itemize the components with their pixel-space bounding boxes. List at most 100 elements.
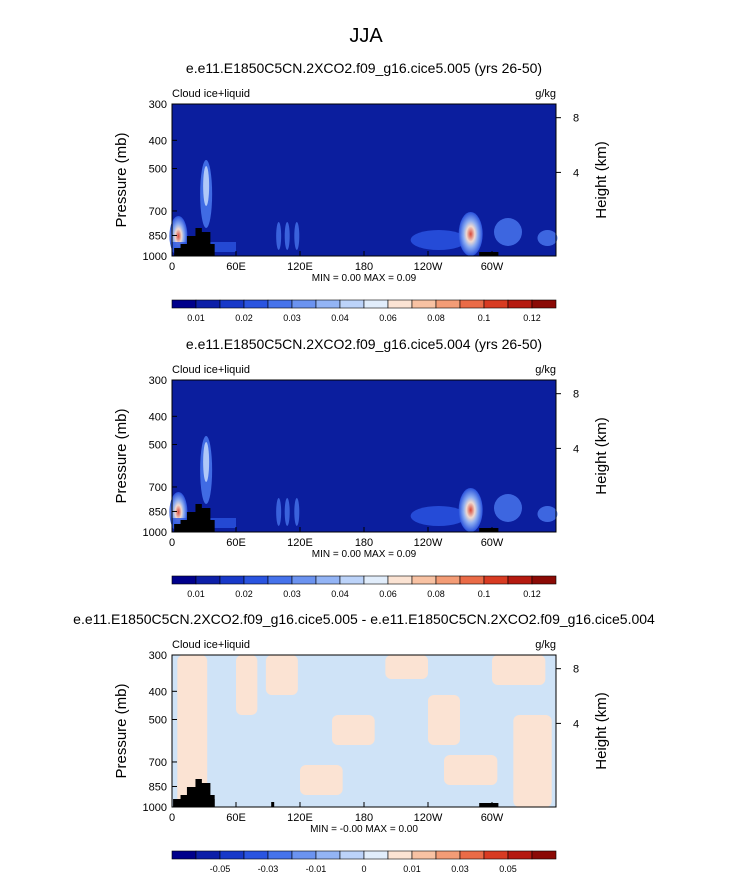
colorbar-swatch — [219, 575, 245, 585]
cloud-layer — [494, 218, 522, 246]
x-tick-label: 60E — [226, 812, 246, 824]
colorbar-swatch — [219, 850, 245, 860]
land-mask — [173, 799, 215, 807]
colorbar-label: 0.08 — [427, 589, 445, 599]
units-label: g/kg — [535, 639, 556, 651]
colorbar-swatch — [435, 575, 461, 585]
variable-label: Cloud ice+liquid — [172, 88, 250, 100]
x-tick-label: 0 — [169, 261, 175, 273]
colorbar-swatch — [459, 299, 485, 309]
cloud-layer — [410, 506, 467, 526]
x-tick-label: 120E — [287, 812, 313, 824]
x-tick-label: 180 — [355, 812, 373, 824]
x-tick-label: 0 — [169, 537, 175, 549]
x-tick-label: 120E — [287, 261, 313, 273]
y-tick-label: 700 — [149, 482, 167, 494]
colorbar-swatch — [171, 575, 197, 585]
colorbar-swatch — [531, 850, 557, 860]
right-tick-label: 8 — [573, 389, 579, 401]
x-tick-label: 60E — [226, 537, 246, 549]
colorbar-label: 0.02 — [235, 313, 253, 323]
colorbar-swatch — [531, 575, 557, 585]
colorbar-swatch — [507, 850, 533, 860]
colorbar-swatch — [315, 850, 341, 860]
colorbar-swatch — [435, 850, 461, 860]
x-tick-label: 180 — [355, 261, 373, 273]
colorbar-swatch — [531, 299, 557, 309]
colorbar-swatch — [459, 575, 485, 585]
right-axis-label: Height (km) — [593, 141, 610, 219]
colorbar-label: -0.01 — [306, 864, 327, 872]
x-tick-label: 180 — [355, 537, 373, 549]
cloud-streak — [294, 222, 300, 250]
x-tick-label: 120W — [414, 261, 443, 273]
right-axis-label: Height (km) — [593, 417, 610, 495]
colorbar-label: 0.02 — [235, 589, 253, 599]
cloud-streak — [284, 222, 290, 250]
min-max-stats: MIN = -0.00 MAX = 0.00 — [310, 824, 418, 835]
colorbar-label: 0.12 — [523, 589, 541, 599]
x-tick-label: 60W — [481, 812, 504, 824]
colorbar-swatch — [243, 575, 269, 585]
page-title: JJA — [349, 25, 383, 47]
positive-difference-region — [428, 695, 460, 745]
colorbar-swatch — [339, 575, 365, 585]
positive-difference-region — [385, 655, 428, 679]
colorbar-swatch — [387, 850, 413, 860]
y-tick-label: 300 — [149, 99, 167, 111]
colorbar-label: 0.01 — [187, 589, 205, 599]
colorbar-swatch — [291, 850, 317, 860]
x-tick-label: 120W — [414, 537, 443, 549]
y-tick-label: 500 — [149, 439, 167, 451]
colorbar-swatch — [411, 299, 437, 309]
colorbar-swatch — [411, 850, 437, 860]
colorbar-swatch — [315, 299, 341, 309]
colorbar-swatch — [483, 850, 509, 860]
colorbar-swatch — [171, 299, 197, 309]
panel-title: e.e11.E1850C5CN.2XCO2.f09_g16.cice5.004 … — [186, 336, 542, 352]
cloud-streak — [276, 498, 282, 526]
y-axis-label: Pressure (mb) — [113, 408, 130, 503]
cloud-maximum — [458, 488, 483, 532]
colorbar-label: 0.04 — [331, 313, 349, 323]
panel-2: e.e11.E1850C5CN.2XCO2.f09_g16.cice5.004 … — [113, 336, 610, 599]
cloud-layer — [537, 506, 558, 522]
colorbar-label: 0.03 — [283, 313, 301, 323]
colorbar-swatch — [243, 850, 269, 860]
min-max-stats: MIN = 0.00 MAX = 0.09 — [312, 549, 417, 560]
panel-1: e.e11.E1850C5CN.2XCO2.f09_g16.cice5.005 … — [113, 60, 610, 323]
positive-difference-region — [177, 655, 208, 807]
y-tick-label: 500 — [149, 714, 167, 726]
positive-difference-region — [513, 715, 552, 807]
colorbar-label: 0.1 — [478, 589, 491, 599]
colorbar-label: -0.05 — [210, 864, 231, 872]
y-tick-label: 700 — [149, 206, 167, 218]
colorbar-swatch — [291, 299, 317, 309]
cloud-layer — [494, 494, 522, 522]
colorbar-label: 0.01 — [403, 864, 421, 872]
x-tick-label: 120E — [287, 537, 313, 549]
land-mask — [271, 802, 275, 807]
colorbar-swatch — [363, 575, 389, 585]
land-mask — [479, 528, 499, 532]
y-tick-label: 1000 — [143, 802, 167, 814]
y-tick-label: 850 — [149, 230, 167, 242]
land-mask — [479, 803, 499, 807]
colorbar-swatch — [411, 575, 437, 585]
cloud-layer — [537, 230, 558, 246]
field-background — [172, 380, 556, 532]
positive-difference-region — [265, 655, 298, 695]
units-label: g/kg — [535, 88, 556, 100]
colorbar-swatch — [363, 299, 389, 309]
land-mask — [174, 228, 215, 256]
positive-difference-region — [332, 715, 375, 745]
cloud-streak — [276, 222, 282, 250]
colorbar-label: 0.04 — [331, 589, 349, 599]
y-tick-label: 400 — [149, 411, 167, 423]
units-label: g/kg — [535, 364, 556, 376]
colorbar-swatch — [483, 575, 509, 585]
y-tick-label: 1000 — [143, 251, 167, 263]
positive-difference-region — [236, 655, 258, 715]
panel-3: e.e11.E1850C5CN.2XCO2.f09_g16.cice5.005 … — [73, 611, 655, 874]
colorbar-label: 0.1 — [478, 313, 491, 323]
